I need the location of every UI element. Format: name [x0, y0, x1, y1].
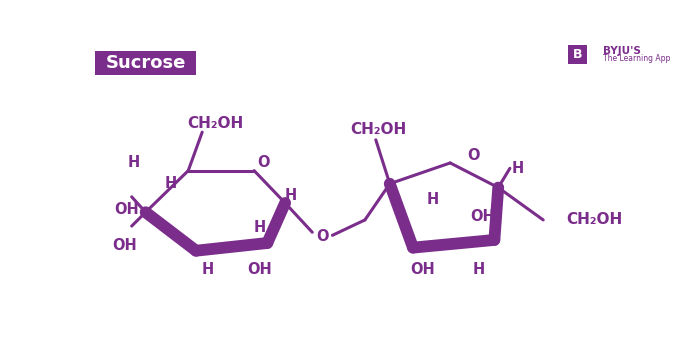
Text: H: H [426, 192, 438, 207]
Text: OH: OH [112, 238, 137, 253]
Text: H: H [128, 155, 140, 170]
Text: H: H [164, 176, 176, 191]
Text: OH: OH [247, 262, 272, 277]
Text: H: H [253, 220, 266, 235]
Text: B: B [573, 48, 582, 61]
Text: O: O [257, 155, 270, 170]
Text: O: O [316, 229, 328, 244]
Text: CH₂OH: CH₂OH [350, 122, 406, 137]
Text: The Learning App: The Learning App [603, 54, 671, 63]
Text: Sucrose: Sucrose [106, 54, 186, 72]
Text: H: H [202, 262, 214, 277]
Text: OH: OH [411, 262, 435, 277]
Text: H: H [473, 262, 485, 277]
Text: BYJU'S: BYJU'S [603, 45, 641, 55]
FancyBboxPatch shape [568, 45, 587, 64]
FancyBboxPatch shape [95, 51, 196, 75]
Text: OH: OH [114, 202, 139, 217]
Text: H: H [284, 188, 297, 203]
Text: OH: OH [470, 209, 495, 224]
Text: O: O [467, 148, 480, 163]
Text: H: H [512, 161, 524, 176]
Text: CH₂OH: CH₂OH [188, 116, 244, 131]
Text: CH₂OH: CH₂OH [566, 213, 623, 227]
